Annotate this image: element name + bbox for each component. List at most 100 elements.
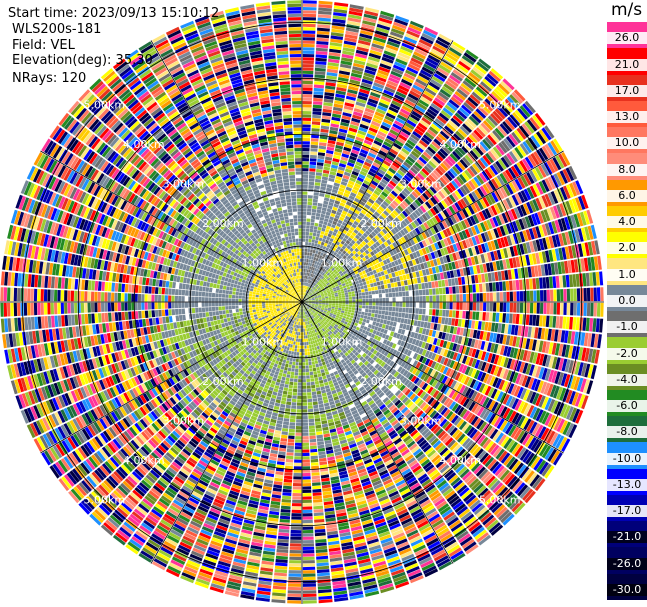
velocity-gate (413, 188, 422, 197)
velocity-gate (582, 317, 587, 331)
velocity-gate (371, 192, 379, 199)
velocity-gate (350, 72, 362, 79)
velocity-gate (442, 302, 446, 310)
velocity-gate (433, 42, 447, 52)
velocity-gate (307, 279, 310, 283)
velocity-gate (461, 171, 470, 182)
velocity-gate (406, 240, 413, 247)
velocity-gate (416, 159, 425, 167)
velocity-gate (348, 294, 352, 297)
velocity-gate (396, 55, 409, 63)
velocity-gate (456, 63, 469, 74)
velocity-gate (562, 275, 567, 288)
velocity-gate (306, 269, 309, 273)
velocity-gate (416, 186, 424, 194)
velocity-gate (513, 89, 526, 102)
velocity-gate (318, 289, 322, 292)
velocity-gate (432, 45, 446, 55)
velocity-gate (348, 309, 352, 313)
velocity-gate (389, 244, 395, 250)
velocity-gate (416, 172, 425, 181)
velocity-gate (334, 276, 339, 280)
velocity-gate (310, 154, 317, 159)
velocity-gate (542, 315, 547, 327)
velocity-gate (302, 3, 317, 8)
velocity-gate (345, 186, 352, 192)
velocity-gate (507, 116, 518, 129)
velocity-gate (373, 36, 387, 44)
velocity-gate (311, 256, 314, 260)
velocity-gate (355, 49, 368, 56)
velocity-gate (390, 282, 395, 288)
velocity-gate (311, 286, 315, 289)
velocity-gate (302, 168, 309, 172)
velocity-gate (418, 72, 431, 81)
velocity-gate (379, 63, 392, 70)
velocity-gate (369, 49, 382, 56)
velocity-gate (451, 204, 459, 213)
velocity-gate (497, 188, 505, 200)
velocity-gate (361, 289, 365, 293)
velocity-gate (328, 285, 332, 289)
velocity-gate (316, 44, 329, 49)
velocity-gate (318, 10, 332, 15)
velocity-gate (464, 228, 471, 238)
velocity-gate (418, 156, 428, 165)
velocity-gate (575, 317, 580, 331)
velocity-gate (302, 7, 317, 11)
velocity-gate (302, 10, 317, 14)
velocity-gate (508, 182, 517, 194)
velocity-gate (533, 133, 544, 146)
velocity-gate (427, 188, 435, 196)
velocity-gate (477, 159, 486, 170)
velocity-gate (392, 219, 398, 226)
velocity-gate (576, 288, 581, 302)
velocity-gate (357, 232, 363, 237)
velocity-gate (532, 314, 537, 326)
velocity-gate (519, 314, 523, 325)
velocity-gate (454, 223, 461, 232)
velocity-gate (520, 190, 529, 202)
velocity-gate (344, 257, 349, 262)
velocity-gate (487, 115, 499, 127)
velocity-gate (445, 287, 450, 294)
velocity-gate (397, 252, 403, 258)
velocity-gate (334, 294, 339, 297)
velocity-gate (374, 309, 379, 314)
velocity-gate (532, 115, 543, 128)
velocity-gate (438, 202, 445, 211)
velocity-gate (395, 297, 399, 302)
velocity-gate (302, 292, 303, 296)
velocity-gate (421, 116, 432, 126)
velocity-gate (307, 287, 310, 290)
velocity-gate (318, 0, 333, 5)
velocity-gate (356, 245, 362, 251)
velocity-gate (449, 294, 453, 302)
velocity-gate (480, 103, 491, 114)
velocity-gate (367, 56, 380, 63)
velocity-gate (418, 283, 422, 290)
velocity-gate (361, 23, 375, 30)
velocity-gate (370, 316, 374, 321)
velocity-gate (312, 118, 321, 122)
velocity-gate (355, 218, 361, 224)
velocity-gate (350, 288, 355, 292)
velocity-gate (313, 282, 316, 286)
velocity-gate (399, 302, 403, 307)
velocity-gate (307, 205, 312, 209)
velocity-gate (410, 167, 419, 175)
velocity-gate (327, 264, 332, 268)
velocity-gate (524, 100, 536, 114)
velocity-gate (359, 243, 364, 248)
velocity-gate (310, 249, 313, 253)
velocity-gate (374, 313, 378, 318)
velocity-gate (389, 237, 395, 244)
velocity-gate (519, 279, 523, 290)
velocity-gate (367, 312, 372, 317)
velocity-gate (447, 217, 454, 226)
velocity-gate (436, 295, 440, 302)
velocity-gate (465, 99, 477, 110)
velocity-gate (362, 164, 370, 171)
velocity-gate (302, 50, 315, 54)
velocity-gate (318, 196, 324, 201)
